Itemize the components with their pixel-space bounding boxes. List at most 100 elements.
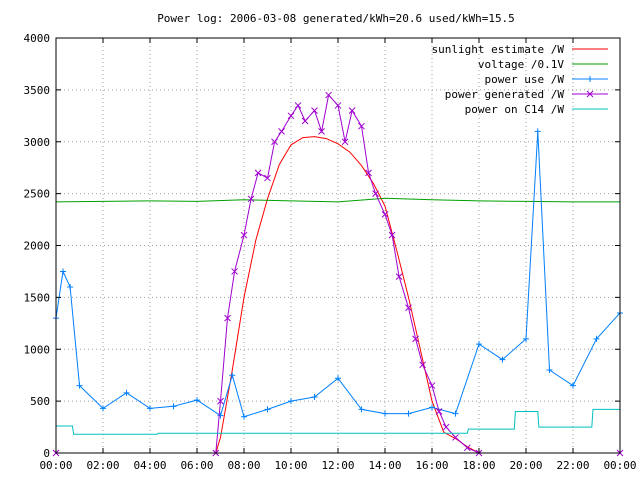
x-tick-label: 04:00 xyxy=(133,459,166,472)
x-tick-label: 20:00 xyxy=(509,459,542,472)
x-tick-label: 22:00 xyxy=(556,459,589,472)
legend-label: sunlight estimate /W xyxy=(432,43,565,56)
data-point xyxy=(476,341,482,348)
y-tick-label: 1500 xyxy=(24,291,51,304)
data-point xyxy=(428,382,436,389)
data-point xyxy=(288,398,294,405)
y-axis: 0 500 1000 1500 2000 2500 3000 3500 4000 xyxy=(24,32,620,460)
series-line xyxy=(56,94,620,454)
data-point xyxy=(395,273,403,280)
data-point xyxy=(100,405,106,412)
data-point xyxy=(335,375,341,382)
x-tick-label: 16:00 xyxy=(415,459,448,472)
y-tick-label: 0 xyxy=(43,447,50,460)
y-tick-label: 2500 xyxy=(24,188,51,201)
data-point xyxy=(264,174,271,182)
data-point xyxy=(452,410,459,417)
series-line xyxy=(56,136,620,454)
data-point xyxy=(546,367,553,373)
legend-entry: power generated /W xyxy=(445,88,608,101)
data-point xyxy=(231,268,238,275)
data-point xyxy=(442,423,450,431)
data-point xyxy=(254,169,262,177)
data-point xyxy=(224,314,231,322)
data-point xyxy=(405,410,412,417)
data-point xyxy=(264,406,271,413)
data-point xyxy=(247,195,255,203)
data-point xyxy=(67,284,74,290)
data-point xyxy=(287,112,295,120)
data-point xyxy=(294,102,302,109)
data-point xyxy=(587,76,593,82)
data-point xyxy=(419,361,426,369)
x-tick-label: 08:00 xyxy=(227,459,260,472)
data-point xyxy=(570,382,576,389)
data-point xyxy=(435,408,443,415)
legend-label: power on C14 /W xyxy=(465,103,565,116)
data-point xyxy=(412,335,419,343)
data-point xyxy=(523,335,529,342)
x-tick-label: 12:00 xyxy=(321,459,354,472)
data-point xyxy=(382,410,388,417)
legend-label: power use /W xyxy=(485,73,565,86)
data-point xyxy=(278,128,285,135)
x-tick-label: 10:00 xyxy=(274,459,307,472)
data-point xyxy=(358,122,365,130)
data-point xyxy=(405,304,412,312)
data-point xyxy=(334,102,342,109)
chart-title: Power log: 2006-03-08 generated/kWh=20.6… xyxy=(157,12,515,25)
data-point xyxy=(123,389,130,396)
y-tick-label: 500 xyxy=(30,395,50,408)
data-point xyxy=(240,231,248,239)
data-point xyxy=(311,107,318,114)
data-point xyxy=(147,405,153,412)
series-line xyxy=(55,197,620,203)
data-point xyxy=(463,444,471,452)
data-point xyxy=(194,397,200,404)
data-point xyxy=(365,169,372,177)
data-point xyxy=(372,190,379,197)
series-line xyxy=(56,408,620,435)
x-tick-label: 06:00 xyxy=(180,459,213,472)
data-point xyxy=(381,211,389,218)
data-point xyxy=(593,335,600,342)
x-tick-label: 00:00 xyxy=(39,459,72,472)
series-sunlight-estimate-w xyxy=(56,136,620,454)
x-tick-label: 14:00 xyxy=(368,459,401,472)
data-point xyxy=(499,356,506,363)
data-point xyxy=(217,412,224,419)
data-point xyxy=(348,107,356,114)
data-point xyxy=(452,434,459,441)
data-point xyxy=(311,393,318,400)
y-tick-label: 1000 xyxy=(24,343,51,356)
data-point xyxy=(241,413,247,420)
series-voltage-0-1v xyxy=(55,197,620,203)
y-tick-label: 4000 xyxy=(24,32,51,45)
data-point xyxy=(586,90,594,98)
data-point xyxy=(429,404,435,411)
legend-entry: voltage /0.1V xyxy=(478,58,608,71)
data-point xyxy=(341,138,349,146)
series-layer xyxy=(52,91,624,457)
data-point xyxy=(534,128,541,135)
data-point xyxy=(76,382,83,389)
series-power-on-c14-w xyxy=(56,408,620,435)
y-tick-label: 3500 xyxy=(24,84,51,97)
data-point xyxy=(358,406,365,413)
y-tick-label: 2000 xyxy=(24,240,51,253)
data-point xyxy=(170,403,177,410)
legend-label: power generated /W xyxy=(445,88,565,101)
x-tick-label: 02:00 xyxy=(86,459,119,472)
data-point xyxy=(301,117,309,125)
legend-label: voltage /0.1V xyxy=(478,58,564,71)
data-point xyxy=(229,372,236,379)
x-tick-label: 18:00 xyxy=(462,459,495,472)
legend-entry: power on C14 /W xyxy=(465,103,608,116)
data-point xyxy=(217,397,224,405)
series-power-generated-w xyxy=(52,91,624,457)
x-tick-label: 00:00 xyxy=(603,459,636,472)
legend: sunlight estimate /W voltage /0.1V power u… xyxy=(432,43,608,116)
x-axis: 00:00 02:00 04:00 06:00 08:00 10:00 12:00 14:00… xyxy=(39,38,637,472)
data-point xyxy=(271,138,278,146)
